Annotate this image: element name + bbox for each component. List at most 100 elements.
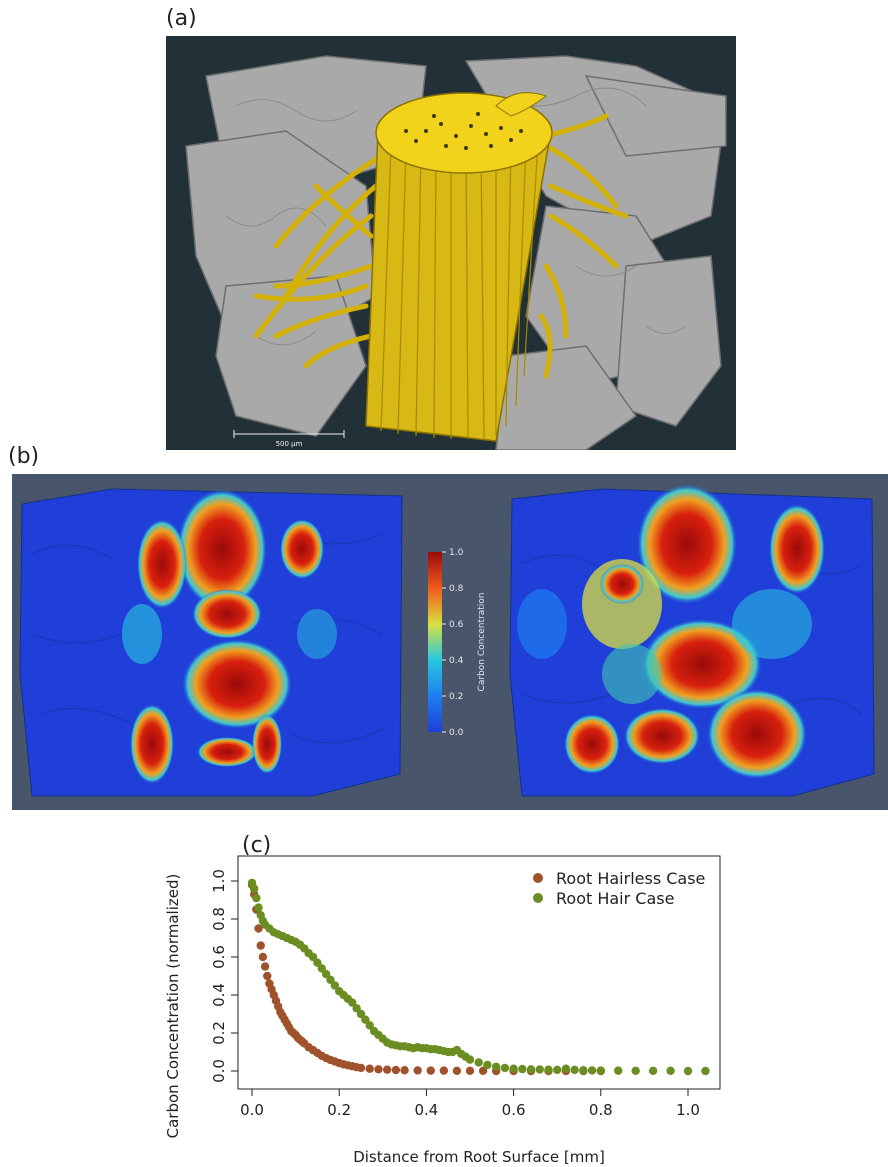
render-root-hairless [19,488,403,797]
colorbar-tick-2: 0.8 [449,584,464,594]
panel-b-label: (b) [8,444,40,469]
data-point [648,1066,658,1076]
data-point [249,884,259,893]
data-point [518,1064,527,1074]
x-tick-label: 0.8 [589,1101,613,1119]
y-tick-label: 0.2 [210,1021,228,1045]
scale-bar: 500 μm [233,430,345,448]
scatter-chart: (c) 0.0 0.2 0.4 0.6 0.8 1.0 0.0 0.2 0.4 0.6 0.8 1.… [164,833,721,1166]
data-point [260,962,270,971]
y-tick-label: 0.8 [210,907,228,931]
root-hairs [253,113,629,379]
x-axis: 0.0 0.2 0.4 0.6 0.8 1.0 [240,1089,700,1119]
data-point [631,1066,640,1076]
data-point [491,1062,501,1072]
root-soil-render: 500 μm [185,55,727,450]
soil-shading [225,87,687,346]
y-tick-label: 0.0 [210,1059,228,1083]
panel-a-label: (a) [166,6,197,31]
x-tick-label: 0.4 [414,1101,438,1119]
data-points [247,878,710,1076]
data-point [256,941,265,950]
data-point [365,1064,374,1073]
x-tick-label: 0.0 [240,1101,264,1119]
y-tick-label: 0.4 [210,983,228,1007]
data-point [356,1063,366,1073]
x-tick-label: 0.6 [502,1101,526,1119]
data-point [326,975,335,984]
colorbar-tick-1: 1.0 [449,548,464,558]
data-point [526,1065,536,1074]
data-point [535,1065,544,1074]
legend-label: Root Hairless Case [556,869,705,888]
concentration-renders: 1.0 0.8 0.6 0.4 0.2 0.0 Carbon Concentra… [19,484,875,797]
data-point [382,1065,392,1074]
data-point [483,1060,492,1070]
data-point [509,1064,518,1073]
data-point [587,1066,597,1075]
data-point [391,1065,401,1075]
data-point [465,1055,475,1064]
panel-c-chart: (c) 0.0 0.2 0.4 0.6 0.8 1.0 0.0 0.2 0.4 0.6 0.8 1.… [150,828,888,1167]
data-point [374,1065,383,1074]
data-point [561,1064,571,1073]
data-point [252,893,261,903]
data-point [614,1066,623,1075]
data-point [465,1066,475,1076]
panel-a-root-render: 500 μm [166,36,736,450]
colorbar-tick-5: 0.2 [449,692,463,702]
y-tick-label: 1.0 [210,869,228,893]
data-point [500,1063,510,1073]
legend-marker [533,893,543,903]
colorbar-title: Carbon Concentration [477,593,487,692]
x-axis-title: Distance from Root Surface [mm] [353,1148,605,1166]
plot-frame [237,855,721,1090]
data-point [683,1066,693,1076]
colorbar: 1.0 0.8 0.6 0.4 0.2 0.0 Carbon Concentra… [428,548,487,738]
data-point [570,1065,579,1075]
data-point [254,924,263,933]
data-point [579,1066,588,1075]
data-point [263,971,272,981]
data-point [361,1015,370,1024]
y-axis-title: Carbon Concentration (normalized) [164,874,182,1139]
x-tick-label: 1.0 [676,1101,700,1119]
data-point [313,958,322,967]
y-axis: 0.0 0.2 0.4 0.6 0.8 1.0 [210,869,238,1083]
data-point [553,1065,562,1075]
data-point [330,981,340,990]
data-point [258,952,268,962]
render-root-hair [509,484,875,797]
legend-label: Root Hair Case [556,889,674,908]
data-point [352,1004,361,1013]
data-point [356,1009,366,1019]
data-point [413,1066,422,1075]
data-point [321,969,331,979]
data-point [544,1065,553,1074]
colorbar-tick-3: 0.6 [449,620,464,630]
data-point [452,1066,462,1076]
panel-c-label: (c) [242,833,271,858]
data-point [474,1058,483,1067]
y-tick-label: 0.6 [210,945,228,969]
colorbar-tick-6: 0.0 [449,728,464,738]
series-root-hair [247,878,710,1076]
scale-bar-label: 500 μm [276,440,303,448]
x-tick-label: 0.2 [327,1101,351,1119]
panel-b-concentration-render: 1.0 0.8 0.6 0.4 0.2 0.0 Carbon Concentra… [12,474,888,810]
data-point [317,964,326,973]
data-point [439,1066,449,1075]
root-cylinder [365,92,553,442]
data-point [666,1066,675,1076]
data-point [400,1066,409,1075]
colorbar-tick-4: 0.4 [449,656,464,666]
data-point [596,1066,605,1075]
data-point [254,903,263,912]
data-point [426,1066,435,1075]
legend-marker [533,873,543,883]
data-point [478,1066,488,1076]
data-point [348,998,357,1007]
data-point [365,1021,374,1030]
data-point [308,952,318,962]
